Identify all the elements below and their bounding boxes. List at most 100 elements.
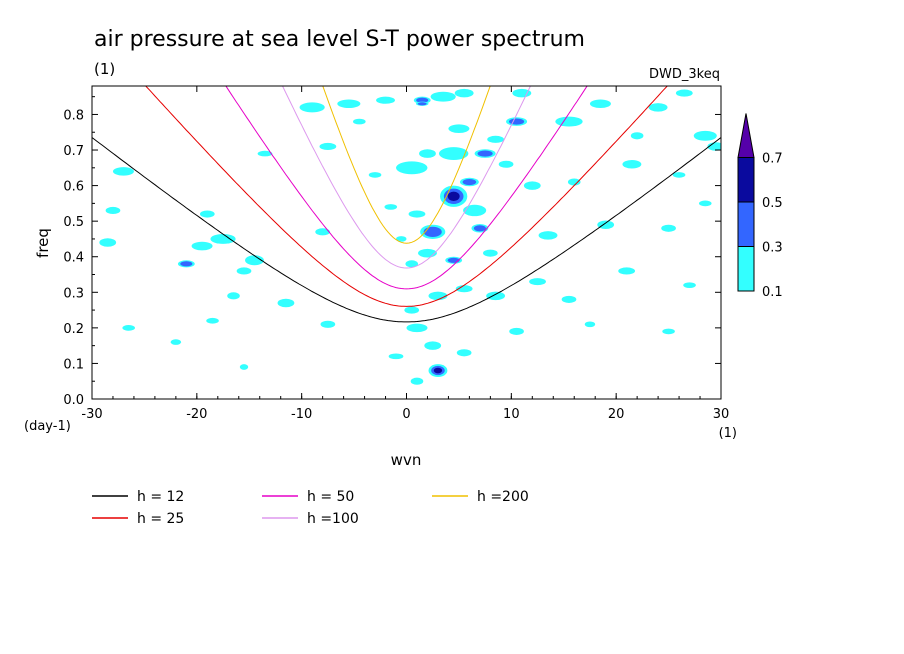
contour-patch (299, 102, 325, 113)
colorbar-arrow (737, 113, 755, 158)
contour-patch (245, 255, 264, 266)
contour-patch (384, 204, 398, 210)
contour-patch (648, 103, 668, 112)
contour-patch (227, 292, 240, 300)
contour-patch (523, 181, 541, 190)
contour-patch (662, 328, 675, 335)
chart-title: air pressure at sea level S-T power spec… (94, 27, 585, 52)
dispersion-curve-h200 (322, 86, 491, 244)
contour-patch (448, 124, 470, 133)
legend-label: h = 12 (137, 489, 184, 505)
legend-label: h = 50 (307, 489, 354, 505)
contour-patch (707, 142, 721, 151)
contour-patch (396, 236, 407, 242)
contour-patch (206, 317, 219, 324)
colorbar-swatch (737, 246, 755, 292)
legend-label: h =200 (477, 489, 529, 505)
colorbar-label: 0.5 (762, 196, 783, 211)
contour-patch (257, 150, 273, 157)
y-tick-label: 0.2 (63, 322, 84, 337)
axes: -30 -20 -10 0 10 20 30 0.0 0.1 0.2 0.3 0.4 0.5 0.6 0.7… (63, 86, 729, 422)
unit-label: (1) (94, 60, 115, 78)
contour-patch (675, 89, 693, 97)
contour-patch-core (473, 225, 486, 232)
contour-patch-core (447, 191, 460, 201)
contour-patch (277, 298, 295, 308)
y-tick-label: 0.7 (63, 144, 84, 159)
contour-patch (236, 267, 252, 275)
colorbar-swatch (737, 201, 755, 247)
contour-patch-core (462, 178, 477, 186)
contour-patch (622, 159, 642, 169)
spectrum-contours (99, 88, 721, 385)
contour-patch (538, 231, 558, 240)
contour-patch (353, 118, 366, 125)
contour-patch (405, 260, 419, 268)
x-tick-label: 0 (402, 407, 410, 422)
contour-patch (661, 224, 676, 232)
contour-patch (630, 132, 644, 140)
contour-patch (618, 267, 636, 275)
contour-patch-core (423, 226, 442, 237)
x-tick-label: 20 (608, 407, 625, 422)
dispersion-curve-h12 (92, 137, 721, 323)
y-tick-label: 0.3 (63, 286, 84, 301)
colorbar-label: 0.3 (762, 241, 783, 256)
contour-patch (693, 130, 717, 141)
x-tick-label: 30 (713, 407, 730, 422)
colorbar: 0.1 0.3 0.5 0.7 (737, 113, 783, 300)
contour-patch (584, 321, 596, 328)
legend: h = 12 h = 25 h = 50 h =100 h =200 (92, 489, 529, 527)
contour-patch-core (417, 102, 427, 106)
y-tick-label: 0.5 (63, 215, 84, 230)
y-tick-label: 0.1 (63, 357, 84, 372)
y-tick-label: 0.6 (63, 180, 84, 195)
y-tick-label: 0.0 (63, 393, 84, 408)
x-tick-label: -20 (186, 407, 207, 422)
contour-patch (487, 135, 504, 143)
contour-patch (191, 241, 213, 251)
contour-patch (319, 142, 337, 151)
contour-patch-core (180, 261, 193, 267)
contour-patch (456, 349, 472, 357)
contour-patch (438, 147, 469, 160)
x-tick-label: -30 (81, 407, 102, 422)
contour-patch (99, 238, 117, 247)
contour-patch (419, 149, 436, 158)
contour-patch (698, 200, 712, 207)
contour-patch (561, 295, 577, 303)
contour-patch (483, 249, 498, 257)
contour-patch (170, 339, 182, 345)
x-axis-unit: (1) (719, 426, 737, 441)
contour-patch (320, 320, 336, 328)
contour-patch-core (477, 150, 493, 157)
plot-frame (91, 85, 722, 400)
contour-patch (410, 377, 424, 385)
colorbar-label: 0.1 (762, 285, 783, 300)
model-label: DWD_3keq (649, 67, 720, 82)
contour-patch (672, 172, 686, 178)
contour-patch (529, 278, 546, 286)
dispersion-curves (92, 86, 721, 323)
dispersion-curve-h25 (145, 86, 668, 307)
contour-patch-core (416, 97, 429, 103)
contour-patch (555, 116, 583, 127)
contour-patch (396, 161, 428, 175)
contour-patch (589, 99, 611, 109)
contour-patch (597, 220, 615, 229)
contour-patch (567, 178, 581, 186)
contour-patch (368, 172, 382, 178)
contour-patch (388, 353, 404, 360)
contour-patch (122, 325, 135, 331)
contour-patch (455, 285, 473, 293)
legend-label: h =100 (307, 511, 359, 527)
contour-patch (509, 327, 524, 335)
contour-patch (683, 282, 696, 289)
y-axis-unit: (day-1) (24, 419, 71, 434)
y-tick-label: 0.4 (63, 251, 84, 266)
contour-patch (337, 99, 361, 109)
x-axis-label: wvn (391, 451, 422, 469)
contour-patch (454, 88, 474, 98)
y-axis-label: freq (34, 228, 52, 258)
